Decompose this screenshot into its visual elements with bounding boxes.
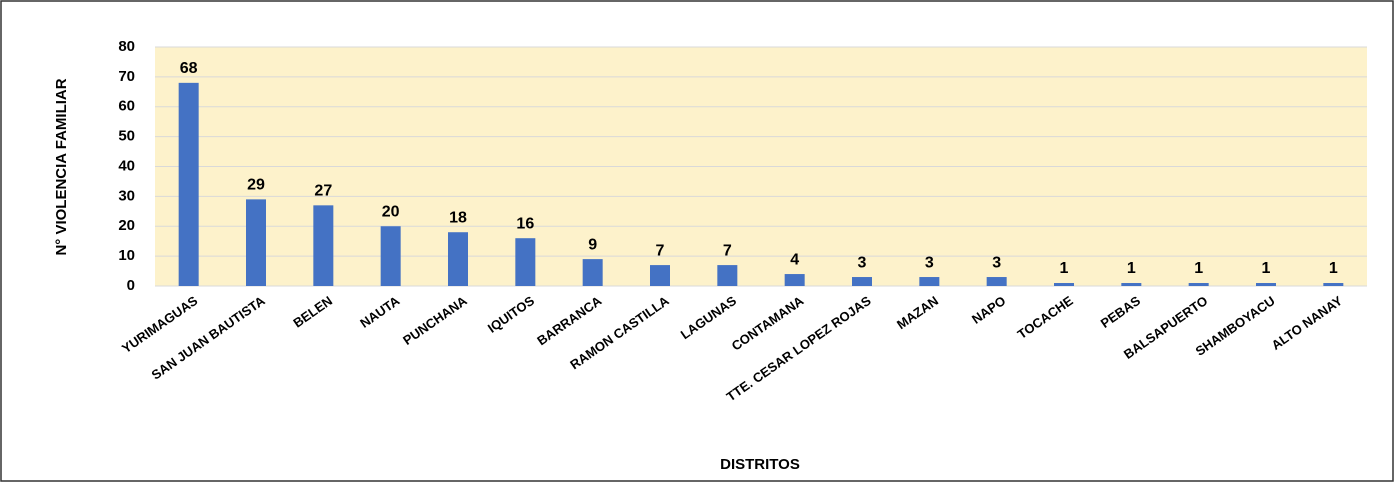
y-tick-label: 30 — [118, 187, 135, 204]
y-tick-label: 40 — [118, 157, 135, 174]
bar — [246, 199, 266, 286]
data-label: 68 — [180, 60, 198, 77]
bar — [1256, 283, 1276, 286]
bar — [1188, 283, 1209, 286]
y-axis-label: N° VIOLENCIA FAMILIAR — [53, 78, 70, 255]
y-tick-label: 80 — [118, 38, 135, 55]
y-tick-label: 60 — [118, 98, 135, 115]
data-label: 20 — [382, 203, 400, 220]
data-label: 1 — [1060, 260, 1069, 277]
data-label: 29 — [247, 177, 265, 194]
bar — [313, 205, 334, 286]
data-label: 7 — [723, 242, 732, 259]
bar — [178, 82, 199, 286]
data-label: 9 — [588, 236, 597, 253]
y-tick-label: 10 — [118, 247, 135, 264]
data-label: 3 — [992, 254, 1001, 271]
bar — [919, 277, 940, 286]
data-label: 7 — [656, 242, 665, 259]
bar — [717, 265, 738, 286]
bar — [448, 232, 468, 286]
data-label: 1 — [1127, 260, 1136, 277]
bar — [784, 274, 805, 286]
y-tick-label: 50 — [118, 128, 135, 145]
data-label: 1 — [1194, 260, 1203, 277]
bar — [1121, 283, 1142, 286]
x-axis-label: DISTRITOS — [720, 456, 800, 473]
bar — [582, 259, 603, 286]
y-tick-label: 20 — [118, 217, 135, 234]
data-label: 3 — [858, 254, 867, 271]
data-label: 1 — [1262, 260, 1271, 277]
data-label: 16 — [516, 215, 534, 232]
y-tick-label: 0 — [127, 277, 135, 294]
bar — [515, 238, 536, 286]
data-label: 3 — [925, 254, 934, 271]
bar — [380, 226, 401, 286]
data-label: 27 — [314, 183, 332, 200]
bar — [1054, 283, 1074, 286]
data-label: 18 — [449, 209, 467, 226]
bar — [986, 277, 1007, 286]
data-label: 4 — [790, 251, 799, 268]
bar — [1323, 283, 1344, 286]
y-tick-label: 70 — [118, 68, 135, 85]
data-label: 1 — [1329, 260, 1338, 277]
bar — [650, 265, 670, 286]
bar — [852, 277, 872, 286]
